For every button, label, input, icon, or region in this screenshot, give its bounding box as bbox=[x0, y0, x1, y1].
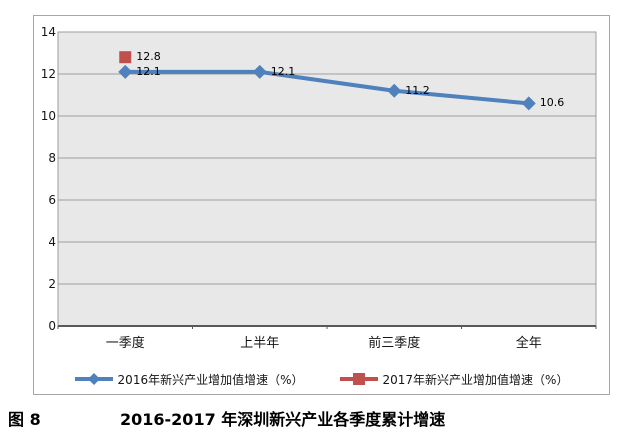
chart-frame: 0 2 4 6 8 10 12 14 一季度 上半年 前三季度 全年 12.1 12.1 11.2 10.… bbox=[33, 15, 610, 395]
data-label: 12.1 bbox=[270, 64, 296, 78]
data-label: 12.8 bbox=[136, 50, 161, 64]
legend-label-2017: 2017年新兴产业增加值增速（%） bbox=[382, 372, 569, 387]
figure-title: 2016-2017 年深圳新兴产业各季度累计增速 bbox=[120, 410, 446, 429]
figure-caption: 图 8 2016-2017 年深圳新兴产业各季度累计增速 bbox=[8, 406, 445, 430]
line-diamond-marker-icon bbox=[74, 373, 113, 385]
legend-item-2017[interactable]: 2017年新兴产业增加值增速（%） bbox=[339, 371, 569, 388]
x-category-label: 前三季度 bbox=[368, 336, 421, 351]
x-category-label: 一季度 bbox=[105, 336, 145, 351]
y-tick-label: 6 bbox=[48, 193, 56, 207]
series-line-0[interactable] bbox=[123, 69, 531, 106]
square-marker-icon[interactable] bbox=[119, 51, 132, 64]
legend-item-2016[interactable]: 2016年新兴产业增加值增速（%） bbox=[74, 371, 304, 388]
line-square-marker-icon bbox=[339, 373, 378, 385]
diamond-marker-icon[interactable] bbox=[252, 64, 267, 79]
legend-label-2016: 2016年新兴产业增加值增速（%） bbox=[117, 372, 304, 387]
figure-label: 图 8 bbox=[8, 410, 41, 429]
y-tick-label: 2 bbox=[48, 277, 56, 291]
data-label: 10.6 bbox=[539, 96, 565, 110]
diamond-marker-icon[interactable] bbox=[521, 96, 536, 111]
x-category-label: 上半年 bbox=[240, 336, 280, 351]
y-tick-label: 12 bbox=[40, 67, 56, 81]
data-label: 12.1 bbox=[136, 64, 161, 78]
y-tick-label: 0 bbox=[48, 319, 56, 333]
diamond-marker-icon[interactable] bbox=[387, 83, 402, 98]
y-tick-label: 4 bbox=[48, 235, 56, 249]
y-tick-label: 10 bbox=[40, 109, 56, 123]
legend: 2016年新兴产业增加值增速（%） 2017年新兴产业增加值增速（%） bbox=[34, 367, 609, 391]
diamond-marker-icon[interactable] bbox=[118, 64, 133, 79]
y-tick-label: 8 bbox=[48, 151, 56, 165]
y-tick-label: 14 bbox=[40, 25, 56, 39]
plot-canvas bbox=[57, 31, 597, 329]
data-label: 11.2 bbox=[405, 83, 430, 97]
x-category-label: 全年 bbox=[515, 336, 542, 351]
